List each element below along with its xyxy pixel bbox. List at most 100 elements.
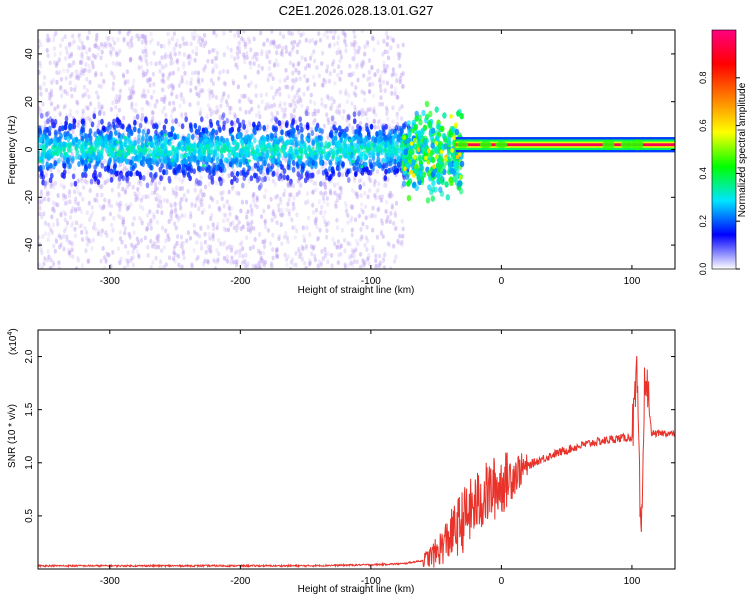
- noise-speckle: [362, 262, 366, 268]
- noise-speckle: [391, 105, 395, 111]
- noise-speckle: [129, 202, 133, 208]
- noise-speckle: [201, 192, 205, 198]
- noise-speckle: [58, 43, 63, 48]
- noise-speckle: [158, 120, 162, 126]
- band-peak: [38, 159, 42, 163]
- noise-speckle: [316, 170, 320, 176]
- noise-speckle: [193, 70, 197, 75]
- noise-speckle: [281, 120, 285, 126]
- noise-speckle: [257, 265, 261, 269]
- noise-speckle: [190, 201, 194, 207]
- band-peak: [204, 144, 209, 148]
- band-speckle: [172, 153, 177, 160]
- noise-speckle: [236, 33, 241, 39]
- noise-speckle: [124, 257, 128, 263]
- noise-speckle: [349, 204, 354, 210]
- noise-speckle: [298, 181, 302, 187]
- band-peak: [107, 153, 111, 157]
- noise-speckle: [213, 62, 217, 68]
- noise-speckle: [189, 81, 193, 86]
- transition-blob: [418, 133, 423, 141]
- noise-speckle: [96, 94, 100, 100]
- noise-speckle: [262, 250, 266, 256]
- band-speckle: [123, 141, 127, 148]
- noise-speckle: [378, 80, 382, 85]
- band-speckle: [199, 137, 204, 144]
- noise-speckle: [374, 112, 378, 118]
- noise-speckle: [46, 53, 50, 59]
- y-tick-label: -20: [24, 190, 35, 205]
- noise-speckle: [107, 36, 111, 41]
- noise-speckle: [49, 265, 53, 269]
- transition-blob: [443, 143, 448, 150]
- noise-speckle: [174, 252, 178, 258]
- noise-speckle: [308, 260, 312, 266]
- band-speckle: [259, 145, 264, 152]
- transition-blob: [406, 127, 412, 134]
- noise-speckle: [162, 43, 166, 49]
- noise-speckle: [128, 44, 132, 50]
- noise-speckle: [172, 190, 176, 196]
- noise-speckle: [313, 82, 317, 87]
- band-speckle: [179, 153, 184, 160]
- noise-speckle: [269, 72, 273, 78]
- noise-speckle: [229, 30, 233, 33]
- noise-speckle: [301, 31, 305, 37]
- noise-speckle: [228, 211, 232, 217]
- noise-speckle: [225, 254, 229, 260]
- band-speckle: [218, 126, 222, 133]
- noise-speckle: [62, 184, 66, 190]
- x-tick-label: -300: [100, 576, 120, 587]
- noise-speckle: [289, 31, 293, 36]
- band-peak: [247, 159, 251, 163]
- noise-speckle: [83, 178, 87, 184]
- noise-speckle: [78, 60, 82, 66]
- noise-speckle: [230, 206, 234, 211]
- transition-peak: [426, 159, 431, 165]
- noise-speckle: [100, 103, 104, 109]
- band-speckle: [137, 127, 141, 134]
- noise-speckle: [290, 47, 294, 53]
- band-speckle: [93, 169, 97, 176]
- noise-speckle: [230, 54, 234, 59]
- noise-speckle: [379, 230, 383, 236]
- noise-speckle: [343, 248, 347, 254]
- noise-speckle: [170, 83, 174, 88]
- band-speckle: [39, 112, 44, 119]
- noise-speckle: [104, 63, 108, 69]
- noise-speckle: [207, 204, 212, 209]
- noise-speckle: [143, 93, 147, 99]
- band-speckle: [253, 137, 257, 144]
- band-speckle: [63, 131, 67, 138]
- noise-speckle: [235, 262, 239, 268]
- noise-speckle: [67, 189, 71, 195]
- noise-speckle: [209, 78, 213, 83]
- noise-speckle: [393, 258, 397, 264]
- noise-speckle: [274, 91, 278, 97]
- noise-speckle: [344, 48, 348, 54]
- noise-speckle: [389, 35, 393, 41]
- noise-speckle: [282, 192, 286, 198]
- noise-speckle: [207, 247, 211, 253]
- noise-speckle: [192, 36, 196, 41]
- noise-speckle: [149, 238, 153, 244]
- snr-y-axis: 0.51.01.52.0: [24, 349, 675, 523]
- noise-speckle: [176, 60, 180, 66]
- noise-speckle: [304, 265, 308, 269]
- noise-speckle: [39, 42, 43, 48]
- noise-speckle: [55, 60, 59, 66]
- noise-speckle: [333, 182, 337, 188]
- band-speckle: [213, 143, 217, 150]
- noise-speckle: [376, 187, 380, 193]
- noise-speckle: [287, 211, 291, 217]
- noise-speckle: [75, 109, 79, 115]
- band-speckle: [234, 144, 239, 151]
- transition-blob: [430, 186, 436, 193]
- noise-speckle: [231, 186, 235, 191]
- band-speckle: [235, 156, 239, 163]
- noise-speckle: [144, 48, 148, 54]
- noise-speckle: [266, 124, 270, 129]
- band-speckle: [289, 137, 294, 143]
- noise-speckle: [47, 254, 51, 260]
- noise-speckle: [303, 260, 307, 266]
